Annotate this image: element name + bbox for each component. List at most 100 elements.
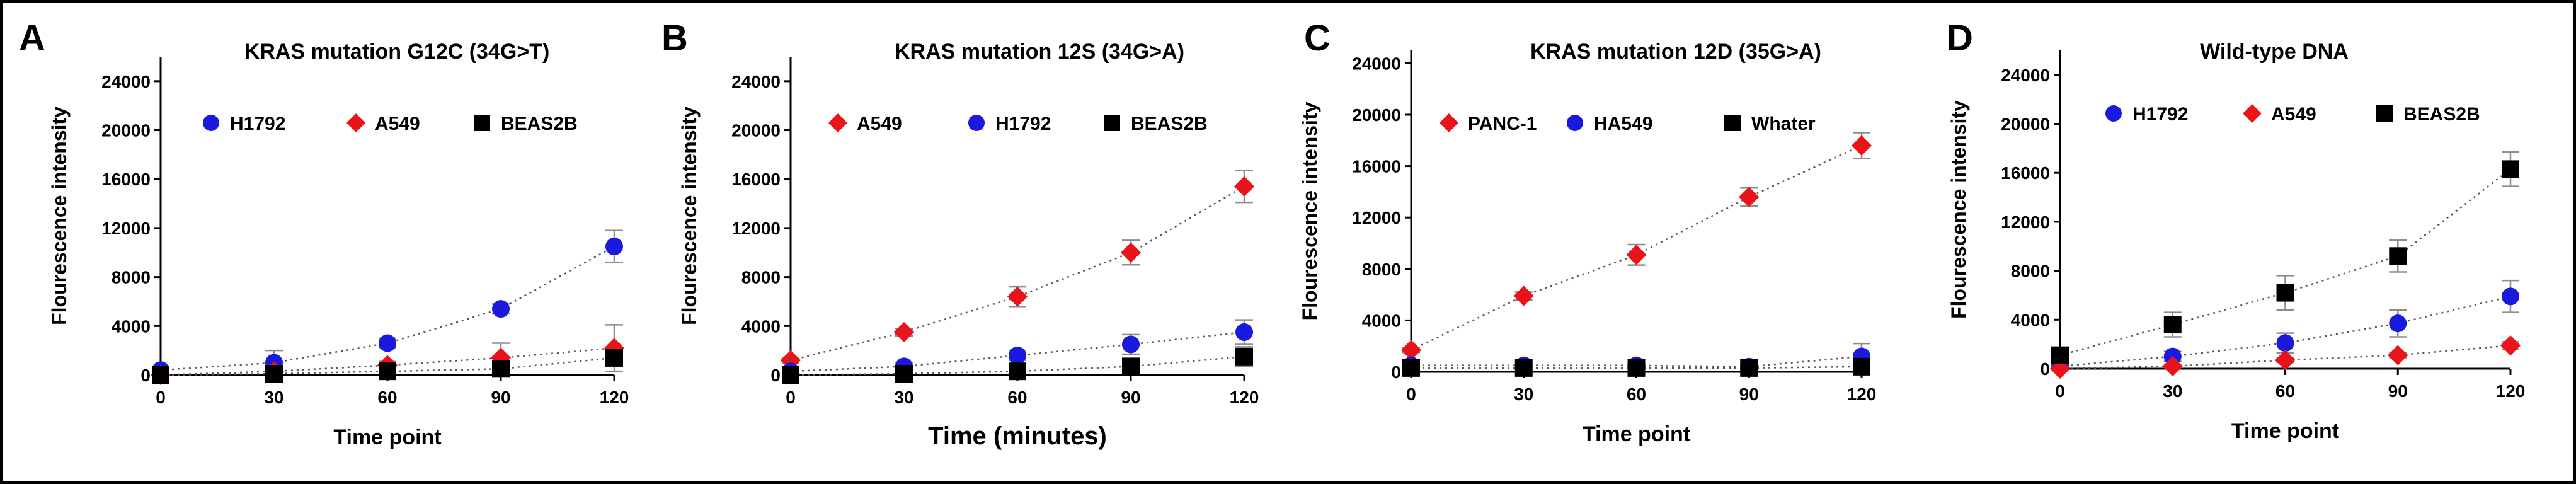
- x-tick-label: 0: [156, 388, 166, 407]
- y-tick-label: 24000: [731, 72, 781, 91]
- data-point: [490, 347, 512, 368]
- legend-marker: [2376, 105, 2393, 122]
- legend-marker: [1724, 115, 1741, 131]
- data-point: [2502, 160, 2519, 178]
- series-beas2b: BEAS2B: [2051, 104, 2519, 364]
- legend-marker: [828, 113, 847, 132]
- series-whater: Whater: [1402, 113, 1870, 377]
- data-point: [1851, 135, 1872, 156]
- x-axis-label: Time point: [333, 425, 441, 449]
- y-tick-label: 20000: [1352, 105, 1401, 125]
- y-tick-label: 16000: [101, 170, 151, 189]
- chart-panel-c: C KRAS mutation 12D (35G>A) 0 4000 8000 12000…: [1298, 18, 1876, 446]
- data-point: [2276, 334, 2294, 352]
- data-point: [492, 300, 510, 318]
- y-axis-label: Flourescence intensity: [48, 107, 71, 325]
- legend-label: Whater: [1751, 113, 1816, 134]
- chart-panel-a: A KRAS mutation G12C (34G>T)0400080001200…: [19, 18, 629, 449]
- x-tick-label: 90: [1121, 388, 1140, 407]
- data-point: [1740, 359, 1758, 377]
- legend-label: H1792: [995, 113, 1051, 134]
- data-point: [2388, 345, 2408, 366]
- y-tick-label: 20000: [101, 121, 151, 141]
- data-point: [893, 321, 915, 343]
- legend-label: A549: [857, 113, 902, 134]
- y-tick-label: 0: [2040, 359, 2050, 379]
- data-point: [265, 365, 283, 383]
- data-point: [2389, 314, 2407, 333]
- x-tick-label: 30: [894, 388, 913, 407]
- y-tick-label: 4000: [1362, 311, 1401, 330]
- data-point: [379, 362, 396, 381]
- legend-label: BEAS2B: [1131, 113, 1208, 134]
- y-tick-label: 12000: [1352, 208, 1401, 228]
- data-point: [1009, 362, 1026, 381]
- data-point: [1853, 357, 1870, 376]
- legend-marker: [346, 113, 365, 132]
- data-point: [152, 366, 169, 384]
- data-point: [1235, 323, 1253, 342]
- y-tick-label: 0: [140, 366, 151, 385]
- chart-title: KRAS mutation 12S (34G>A): [895, 40, 1184, 64]
- x-tick-label: 60: [1627, 384, 1646, 404]
- data-point: [782, 366, 799, 384]
- trend-line: [1411, 355, 1862, 368]
- data-point: [2275, 350, 2296, 371]
- panel-letter: C: [1304, 18, 1331, 59]
- trend-line: [1411, 366, 1862, 369]
- legend-label: A549: [2271, 104, 2316, 125]
- data-point: [1627, 359, 1646, 377]
- x-tick-label: 120: [600, 388, 629, 407]
- legend-marker: [1440, 113, 1458, 132]
- chart-title: Wild-type DNA: [2200, 40, 2349, 64]
- data-point: [1513, 285, 1534, 306]
- panel-letter: D: [1947, 18, 1973, 59]
- data-point: [1402, 359, 1420, 377]
- data-point: [379, 334, 396, 352]
- panel-letter: B: [661, 18, 688, 59]
- x-tick-label: 0: [786, 388, 796, 407]
- y-tick-label: 8000: [112, 268, 151, 287]
- x-tick-label: 90: [1739, 384, 1759, 404]
- series-h1792: H1792: [782, 113, 1253, 381]
- data-point: [1009, 346, 1026, 364]
- x-tick-label: 30: [264, 388, 283, 407]
- trend-line: [2059, 168, 2511, 356]
- chart-title: KRAS mutation G12C (34G>T): [244, 40, 550, 64]
- x-tick-label: 0: [1406, 384, 1416, 404]
- y-tick-label: 8000: [1362, 260, 1401, 279]
- data-point: [1122, 335, 1140, 354]
- x-tick-label: 30: [1514, 384, 1533, 404]
- x-tick-label: 120: [2496, 381, 2526, 401]
- data-point: [780, 350, 801, 371]
- trend-line: [2059, 344, 2511, 370]
- legend-marker: [474, 115, 490, 131]
- legend-label: HA549: [1594, 113, 1652, 134]
- y-tick-label: 0: [770, 366, 781, 385]
- data-point: [1120, 242, 1142, 263]
- y-tick-label: 16000: [731, 170, 781, 189]
- legend-marker: [968, 115, 985, 131]
- data-point: [2276, 284, 2294, 302]
- series-h1792: H1792: [2051, 104, 2519, 376]
- legend-marker: [2243, 104, 2262, 123]
- x-tick-label: 90: [2388, 381, 2408, 401]
- y-tick-label: 12000: [2001, 212, 2050, 232]
- data-point: [605, 349, 623, 367]
- legend-label: BEAS2B: [2403, 104, 2480, 125]
- y-tick-label: 24000: [101, 72, 151, 91]
- data-point: [1007, 286, 1028, 307]
- trend-line: [790, 185, 1245, 361]
- y-tick-label: 20000: [731, 121, 781, 141]
- y-tick-label: 24000: [2001, 66, 2050, 85]
- series-a549: A549: [2049, 104, 2521, 379]
- x-tick-label: 60: [1007, 388, 1027, 407]
- data-point: [1514, 359, 1533, 377]
- legend-label: H1792: [2132, 104, 2188, 125]
- x-axis-label: Time point: [1583, 422, 1690, 446]
- data-point: [1739, 187, 1760, 207]
- series-beas2b: BEAS2B: [782, 113, 1253, 384]
- data-point: [1122, 357, 1140, 376]
